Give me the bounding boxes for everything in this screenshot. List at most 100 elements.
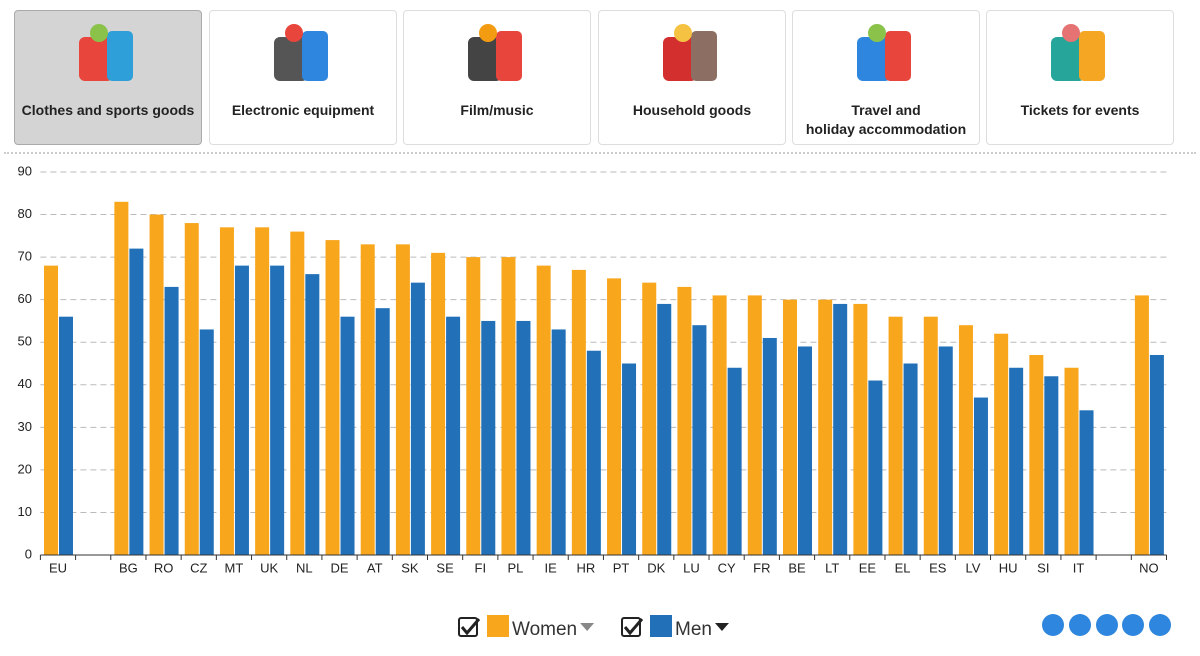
bar <box>853 303 868 555</box>
tab-label: Film/music <box>460 102 534 118</box>
x-tick-label: EE <box>859 560 877 575</box>
embed-button[interactable] <box>1096 614 1118 636</box>
tab-label: Household goods <box>632 102 752 118</box>
x-tick-label: SI <box>1037 560 1049 575</box>
bar <box>797 346 812 555</box>
bar <box>501 257 516 555</box>
icon-shape <box>107 31 133 81</box>
category-tab[interactable]: Film/music <box>403 10 591 145</box>
bar <box>958 325 973 555</box>
bar <box>481 320 496 555</box>
icon-shape <box>1062 24 1080 42</box>
bar <box>410 282 425 555</box>
legend-text: Men <box>675 619 712 640</box>
bar <box>234 265 249 555</box>
bar <box>607 278 622 555</box>
bar <box>1009 367 1024 555</box>
x-tick-label: SK <box>401 560 419 575</box>
bar <box>868 380 883 555</box>
x-tick-label: PT <box>613 560 630 575</box>
bar <box>571 269 586 555</box>
info-button[interactable] <box>1042 614 1064 636</box>
legend-item[interactable]: Men <box>621 615 729 640</box>
x-tick-label: PL <box>508 560 524 575</box>
tab-label: Tickets for events <box>1020 102 1140 118</box>
y-tick-label: 30 <box>18 419 32 434</box>
legend-check <box>460 618 481 636</box>
x-tick-label: FR <box>753 560 770 575</box>
tab-label: Travel and holiday accommodation <box>805 102 967 137</box>
y-tick-label: 40 <box>18 376 32 391</box>
bar <box>114 201 129 556</box>
icon-shape <box>857 37 891 81</box>
category-tab[interactable]: Electronic equipment <box>209 10 397 145</box>
bar <box>466 257 481 555</box>
x-tick-label: CY <box>718 560 736 575</box>
bar <box>642 282 657 555</box>
category-tab[interactable]: Clothes and sports goods <box>14 10 202 145</box>
legend-swatch <box>650 615 672 637</box>
y-tick-label: 80 <box>18 206 32 221</box>
bar <box>184 223 199 556</box>
category-tab[interactable]: Tickets for events <box>986 10 1174 145</box>
tab-label: Electronic equipment <box>231 102 375 118</box>
x-tick-label: BG <box>119 560 138 575</box>
x-tick-label: IT <box>1073 560 1085 575</box>
bar <box>1044 376 1059 555</box>
icon-shape <box>79 37 113 81</box>
bar <box>657 303 672 555</box>
legend-text: Women <box>512 619 577 640</box>
tab-icon <box>663 24 717 81</box>
legend-swatch <box>487 615 509 637</box>
bar <box>446 316 461 555</box>
icon-shape <box>868 24 886 42</box>
x-tick-label: DK <box>647 560 665 575</box>
bar <box>692 325 707 555</box>
x-tick-label: NO <box>1139 560 1159 575</box>
legend-checkbox <box>458 617 478 637</box>
x-tick-label: LU <box>683 560 700 575</box>
bar <box>551 329 566 555</box>
bar <box>129 248 144 555</box>
icon-shape <box>90 24 108 42</box>
x-tick-label: RO <box>154 560 174 575</box>
bar <box>395 244 410 555</box>
bar <box>43 265 58 555</box>
bar <box>973 397 988 555</box>
bar <box>938 346 953 555</box>
bar <box>833 303 848 555</box>
icon-shape <box>302 31 328 81</box>
bar <box>677 286 692 555</box>
bar <box>305 274 320 555</box>
x-tick-label: HU <box>999 560 1018 575</box>
table-button[interactable] <box>1069 614 1091 636</box>
category-tab[interactable]: Household goods <box>598 10 786 145</box>
icon-shape <box>468 37 502 81</box>
x-tick-label: ES <box>929 560 947 575</box>
tab-icon <box>857 24 911 81</box>
bar <box>747 295 762 555</box>
x-tick-label: EL <box>895 560 911 575</box>
bar <box>1134 295 1149 555</box>
bar <box>586 350 601 555</box>
icon-shape <box>1051 37 1085 81</box>
twitter-button[interactable] <box>1122 614 1144 636</box>
legend-check <box>623 618 644 636</box>
bar <box>903 363 918 555</box>
icon-shape <box>1079 31 1105 81</box>
y-tick-label: 50 <box>18 334 32 349</box>
y-tick-label: 0 <box>25 546 32 561</box>
y-tick-label: 20 <box>18 461 32 476</box>
legend-checkbox <box>621 617 641 637</box>
bar <box>888 316 903 555</box>
y-tick-label: 70 <box>18 249 32 264</box>
legend-item[interactable]: Women <box>458 615 595 640</box>
category-tab[interactable]: Travel and holiday accommodation <box>792 10 980 145</box>
facebook-button[interactable] <box>1149 614 1171 636</box>
bar <box>325 240 340 556</box>
icon-shape <box>674 24 692 42</box>
bar <box>727 367 742 555</box>
bar <box>58 316 73 555</box>
bar <box>536 265 551 555</box>
